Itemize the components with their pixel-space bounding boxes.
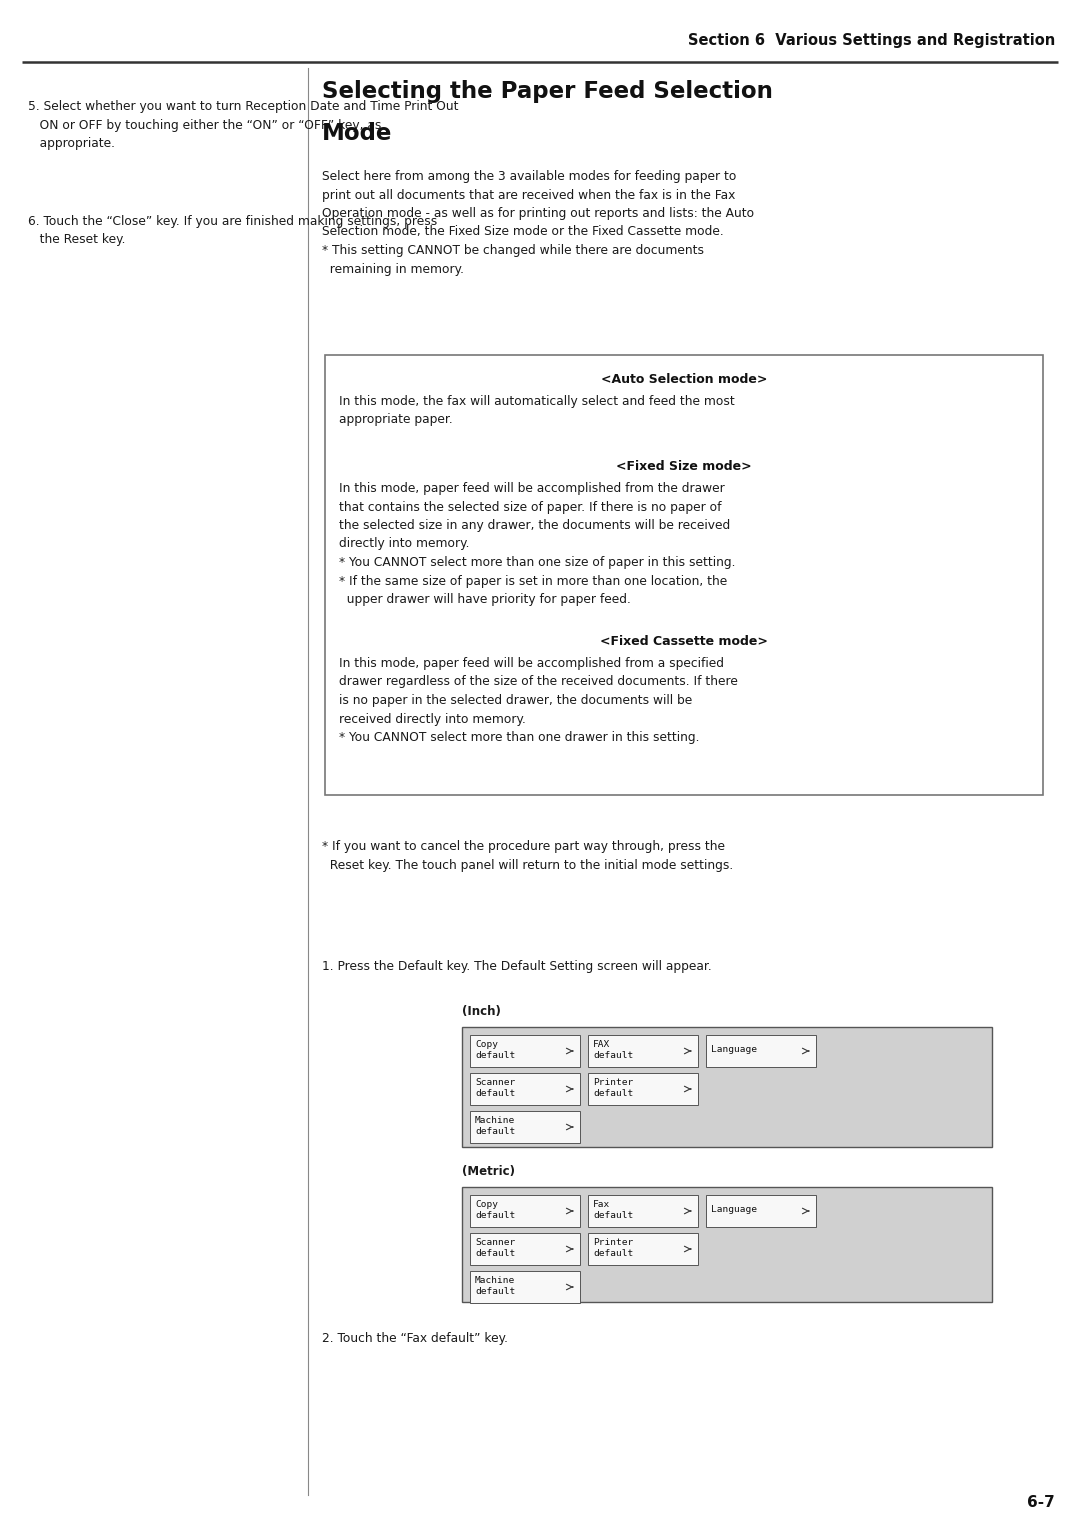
Text: Selecting the Paper Feed Selection: Selecting the Paper Feed Selection xyxy=(322,79,773,102)
Bar xyxy=(470,1034,580,1067)
Text: Copy
default: Copy default xyxy=(475,1201,515,1219)
Text: Select here from among the 3 available modes for feeding paper to
print out all : Select here from among the 3 available m… xyxy=(322,170,754,275)
Text: (Inch): (Inch) xyxy=(462,1005,501,1018)
Bar xyxy=(470,1233,580,1265)
Text: In this mode, paper feed will be accomplished from the drawer
that contains the : In this mode, paper feed will be accompl… xyxy=(339,481,735,607)
Text: In this mode, paper feed will be accomplished from a specified
drawer regardless: In this mode, paper feed will be accompl… xyxy=(339,657,738,744)
Text: * If you want to cancel the procedure part way through, press the
  Reset key. T: * If you want to cancel the procedure pa… xyxy=(322,840,733,871)
Text: 5. Select whether you want to turn Reception Date and Time Print Out
   ON or OF: 5. Select whether you want to turn Recep… xyxy=(28,99,459,150)
Bar xyxy=(470,1271,580,1303)
Bar xyxy=(462,1027,993,1148)
Text: <Fixed Cassette mode>: <Fixed Cassette mode> xyxy=(600,636,768,648)
Text: Mode: Mode xyxy=(322,122,392,145)
Text: Scanner
default: Scanner default xyxy=(475,1079,515,1097)
Text: Machine
default: Machine default xyxy=(475,1117,515,1135)
Bar xyxy=(470,1073,580,1105)
Text: Printer
default: Printer default xyxy=(593,1238,633,1258)
Text: 1. Press the Default key. The Default Setting screen will appear.: 1. Press the Default key. The Default Se… xyxy=(322,960,712,973)
Text: 6-7: 6-7 xyxy=(1027,1494,1055,1510)
Bar xyxy=(470,1111,580,1143)
Bar xyxy=(588,1233,698,1265)
Text: Scanner
default: Scanner default xyxy=(475,1238,515,1258)
Text: 6. Touch the “Close” key. If you are finished making settings, press
   the Rese: 6. Touch the “Close” key. If you are fin… xyxy=(28,215,437,246)
Text: In this mode, the fax will automatically select and feed the most
appropriate pa: In this mode, the fax will automatically… xyxy=(339,396,734,426)
Bar xyxy=(462,1187,993,1302)
Text: Machine
default: Machine default xyxy=(475,1276,515,1296)
Bar xyxy=(706,1034,816,1067)
Text: Language: Language xyxy=(711,1206,757,1215)
Text: <Fixed Size mode>: <Fixed Size mode> xyxy=(617,460,752,474)
Bar xyxy=(588,1195,698,1227)
Text: <Auto Selection mode>: <Auto Selection mode> xyxy=(600,373,767,387)
Bar xyxy=(588,1034,698,1067)
Bar xyxy=(470,1195,580,1227)
Text: Fax
default: Fax default xyxy=(593,1201,633,1219)
Bar xyxy=(706,1195,816,1227)
Text: Printer
default: Printer default xyxy=(593,1079,633,1097)
Text: Section 6  Various Settings and Registration: Section 6 Various Settings and Registrat… xyxy=(688,34,1055,47)
Text: Copy
default: Copy default xyxy=(475,1041,515,1060)
Text: (Metric): (Metric) xyxy=(462,1164,515,1178)
Text: FAX
default: FAX default xyxy=(593,1041,633,1060)
Bar xyxy=(325,354,1043,795)
Text: Language: Language xyxy=(711,1045,757,1054)
Bar xyxy=(588,1073,698,1105)
Text: 2. Touch the “Fax default” key.: 2. Touch the “Fax default” key. xyxy=(322,1332,508,1345)
